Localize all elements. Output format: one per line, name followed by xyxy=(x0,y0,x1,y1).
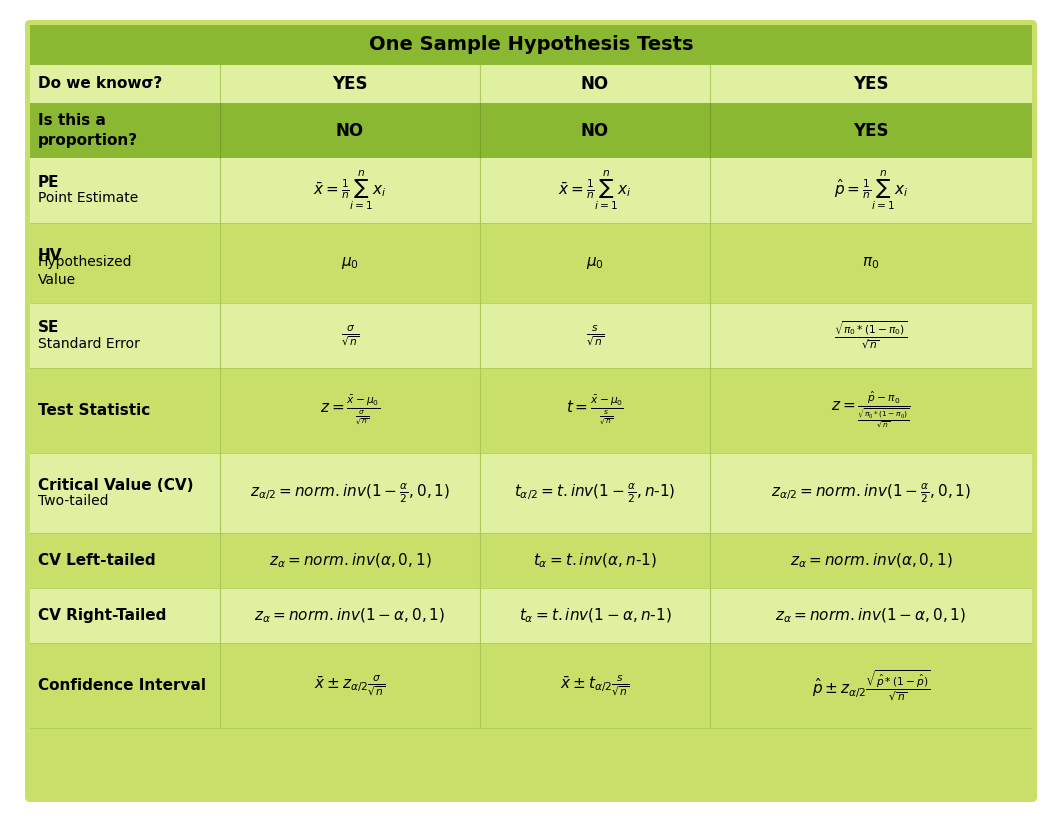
Text: Two-tailed: Two-tailed xyxy=(38,494,108,508)
Text: Hypothesized
Value: Hypothesized Value xyxy=(38,256,133,287)
Text: $\pi_0$: $\pi_0$ xyxy=(862,255,879,271)
Bar xyxy=(30,103,1032,158)
Text: CV Left-tailed: CV Left-tailed xyxy=(38,553,156,568)
Text: Critical Value (CV): Critical Value (CV) xyxy=(38,478,193,492)
Text: $t = \frac{\bar{x} - \mu_0}{\frac{s}{\sqrt{n}}}$: $t = \frac{\bar{x} - \mu_0}{\frac{s}{\sq… xyxy=(566,394,624,427)
Text: $\frac{\sigma}{\sqrt{n}}$: $\frac{\sigma}{\sqrt{n}}$ xyxy=(341,324,359,348)
Bar xyxy=(30,303,1032,368)
Bar xyxy=(30,368,1032,453)
Text: $\bar{x} = \frac{1}{n}\sum_{i=1}^{n} x_i$: $\bar{x} = \frac{1}{n}\sum_{i=1}^{n} x_i… xyxy=(313,169,387,212)
Text: YES: YES xyxy=(853,122,889,140)
Bar xyxy=(30,643,1032,728)
Text: $z_{\alpha} = norm.inv(\alpha, 0, 1)$: $z_{\alpha} = norm.inv(\alpha, 0, 1)$ xyxy=(269,552,431,570)
Text: NO: NO xyxy=(581,75,610,93)
Text: $z = \frac{\hat{p} - \pi_0}{\frac{\sqrt{\pi_0*(1-\pi_0)}}{\sqrt{n}}}$: $z = \frac{\hat{p} - \pi_0}{\frac{\sqrt{… xyxy=(832,390,911,431)
Text: YES: YES xyxy=(332,75,367,93)
Text: Point Estimate: Point Estimate xyxy=(38,192,138,206)
Text: $z_{\alpha/2} = norm.inv(1 - \frac{\alpha}{2}, 0, 1)$: $z_{\alpha/2} = norm.inv(1 - \frac{\alph… xyxy=(250,481,450,505)
Text: One Sample Hypothesis Tests: One Sample Hypothesis Tests xyxy=(369,35,693,54)
Text: $\mu_0$: $\mu_0$ xyxy=(341,255,359,271)
Text: CV Right-Tailed: CV Right-Tailed xyxy=(38,608,167,623)
Text: NO: NO xyxy=(336,122,364,140)
Text: $t_{\alpha/2} = t.inv(1 - \frac{\alpha}{2}, n\text{-}1)$: $t_{\alpha/2} = t.inv(1 - \frac{\alpha}{… xyxy=(514,481,675,505)
Bar xyxy=(30,158,1032,223)
Bar xyxy=(30,65,1032,103)
Text: Test Statistic: Test Statistic xyxy=(38,403,150,418)
Text: Do we knowσ?: Do we knowσ? xyxy=(38,76,162,91)
Bar xyxy=(30,223,1032,303)
Text: $z_{\alpha} = norm.inv(1 - \alpha, 0, 1)$: $z_{\alpha} = norm.inv(1 - \alpha, 0, 1)… xyxy=(255,607,446,625)
Text: Is this a
proportion?: Is this a proportion? xyxy=(38,113,138,148)
Bar xyxy=(30,453,1032,533)
Text: $z_{\alpha} = norm.inv(\alpha, 0, 1)$: $z_{\alpha} = norm.inv(\alpha, 0, 1)$ xyxy=(790,552,953,570)
Text: Confidence Interval: Confidence Interval xyxy=(38,678,206,693)
Text: $\bar{x} = \frac{1}{n}\sum_{i=1}^{n} x_i$: $\bar{x} = \frac{1}{n}\sum_{i=1}^{n} x_i… xyxy=(559,169,632,212)
Text: PE: PE xyxy=(38,175,59,190)
Text: $\hat{p} = \frac{1}{n}\sum_{i=1}^{n} x_i$: $\hat{p} = \frac{1}{n}\sum_{i=1}^{n} x_i… xyxy=(834,169,908,212)
Text: $\frac{\sqrt{\pi_0*(1-\pi_0)}}{\sqrt{n}}$: $\frac{\sqrt{\pi_0*(1-\pi_0)}}{\sqrt{n}}… xyxy=(835,320,908,351)
Bar xyxy=(30,25,1032,65)
FancyBboxPatch shape xyxy=(25,20,1037,802)
Text: $t_{\alpha} = t.inv(1 - \alpha, n\text{-}1)$: $t_{\alpha} = t.inv(1 - \alpha, n\text{-… xyxy=(518,607,671,625)
Text: NO: NO xyxy=(581,122,610,140)
Text: YES: YES xyxy=(853,75,889,93)
Bar xyxy=(30,533,1032,588)
Text: $t_{\alpha} = t.inv(\alpha, n\text{-}1)$: $t_{\alpha} = t.inv(\alpha, n\text{-}1)$ xyxy=(533,552,657,570)
Text: HV: HV xyxy=(38,247,63,262)
Text: Standard Error: Standard Error xyxy=(38,336,140,350)
Text: $\frac{s}{\sqrt{n}}$: $\frac{s}{\sqrt{n}}$ xyxy=(586,324,604,348)
Text: $\hat{p} \pm z_{\alpha/2} \frac{\sqrt{\hat{p}*(1-\hat{p})}}{\sqrt{n}}$: $\hat{p} \pm z_{\alpha/2} \frac{\sqrt{\h… xyxy=(811,668,930,703)
Text: $\bar{x} \pm z_{\alpha/2} \frac{\sigma}{\sqrt{n}}$: $\bar{x} \pm z_{\alpha/2} \frac{\sigma}{… xyxy=(314,673,386,698)
Text: $\bar{x} \pm t_{\alpha/2} \frac{s}{\sqrt{n}}$: $\bar{x} \pm t_{\alpha/2} \frac{s}{\sqrt… xyxy=(560,673,630,698)
Bar xyxy=(30,588,1032,643)
Text: $\mu_0$: $\mu_0$ xyxy=(586,255,604,271)
Text: $z_{\alpha} = norm.inv(1 - \alpha, 0, 1)$: $z_{\alpha} = norm.inv(1 - \alpha, 0, 1)… xyxy=(775,607,966,625)
Text: SE: SE xyxy=(38,320,59,335)
Text: $z_{\alpha/2} = norm.inv(1 - \frac{\alpha}{2}, 0, 1)$: $z_{\alpha/2} = norm.inv(1 - \frac{\alph… xyxy=(771,481,971,505)
Text: $z = \frac{\bar{x} - \mu_0}{\frac{\sigma}{\sqrt{n}}}$: $z = \frac{\bar{x} - \mu_0}{\frac{\sigma… xyxy=(320,394,380,427)
